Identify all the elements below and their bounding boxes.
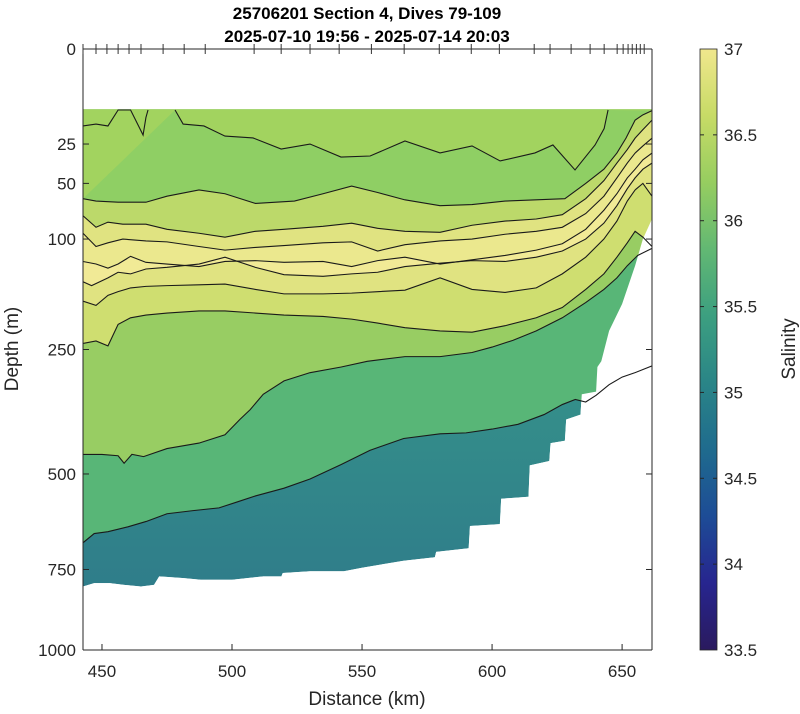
contour-line-36.5 (83, 230, 652, 347)
x-tick-label: 550 (348, 662, 376, 681)
colorbar-label: Salinity (779, 318, 800, 380)
y-tick-label: 50 (57, 174, 76, 193)
y-axis-label: Depth (m) (2, 307, 23, 391)
y-tick-label: 750 (48, 560, 76, 579)
colorbar-tick-label: 36 (724, 212, 743, 231)
x-tick-label: 450 (88, 662, 116, 681)
contour-line-36.9 (83, 152, 652, 269)
no-data-region (83, 218, 652, 650)
colorbar-bar (699, 48, 718, 651)
colorbar: 37 36.5 36 35.5 35 34.5 34 33.5 Salinity (699, 40, 800, 660)
y-tick-label: 250 (48, 341, 76, 360)
fill-band-36.0 (83, 248, 652, 543)
contour-lines (83, 109, 652, 544)
contour-line-36.5 (174, 109, 609, 171)
plot-area (83, 49, 652, 650)
colorbar-tick-label: 33.5 (724, 641, 757, 660)
contour-line-36.8 (83, 162, 652, 287)
contour-line-36.5 (83, 109, 149, 137)
x-ticks: 450 500 550 600 650 (88, 644, 636, 681)
colorbar-ticks: 37 36.5 36 35.5 35 34.5 34 33.5 (700, 40, 757, 660)
contour-line-36.2 (83, 247, 652, 465)
chart-subtitle: 2025-07-10 19:56 - 2025-07-14 20:03 (224, 27, 509, 46)
fill-band-36.35 (83, 231, 652, 464)
colorbar-tick-label: 35 (724, 383, 743, 402)
y-tick-label: 1000 (38, 641, 76, 660)
y-tick-label: 0 (67, 40, 76, 59)
chart-title: 25706201 Section 4, Dives 79-109 (233, 4, 501, 23)
contour-line-36.8 (83, 137, 652, 252)
colorbar-tick-label: 37 (724, 40, 743, 59)
colorbar-tick-label: 36.5 (724, 126, 757, 145)
y-ticks: 0 25 50 100 250 500 750 1000 (38, 40, 652, 660)
contour-line-36.6 (83, 110, 652, 207)
y-tick-label: 500 (48, 465, 76, 484)
x-tick-label: 500 (218, 662, 246, 681)
contour-line-36.7 (83, 119, 652, 238)
y-tick-label: 100 (48, 230, 76, 249)
fill-band-36.85 (83, 138, 652, 286)
fill-band-36.45 (83, 109, 652, 206)
fill-band-36.6 (83, 183, 652, 346)
colorbar-tick-label: 34.5 (724, 469, 757, 488)
colorbar-tick-label: 34 (724, 555, 743, 574)
colorbar-tick-label: 35.5 (724, 298, 757, 317)
fill-band-36.65 (83, 110, 652, 238)
x-axis-label: Distance (km) (308, 689, 425, 710)
contour-line-35.8 (83, 365, 652, 544)
x-tick-label: 650 (608, 662, 636, 681)
y-tick-label: 25 (57, 135, 76, 154)
contour-line-36.7 (83, 182, 652, 307)
x-tick-label: 600 (478, 662, 506, 681)
salinity-fill (83, 49, 652, 650)
dive-markers (82, 44, 645, 54)
no-data-surface (83, 49, 652, 110)
